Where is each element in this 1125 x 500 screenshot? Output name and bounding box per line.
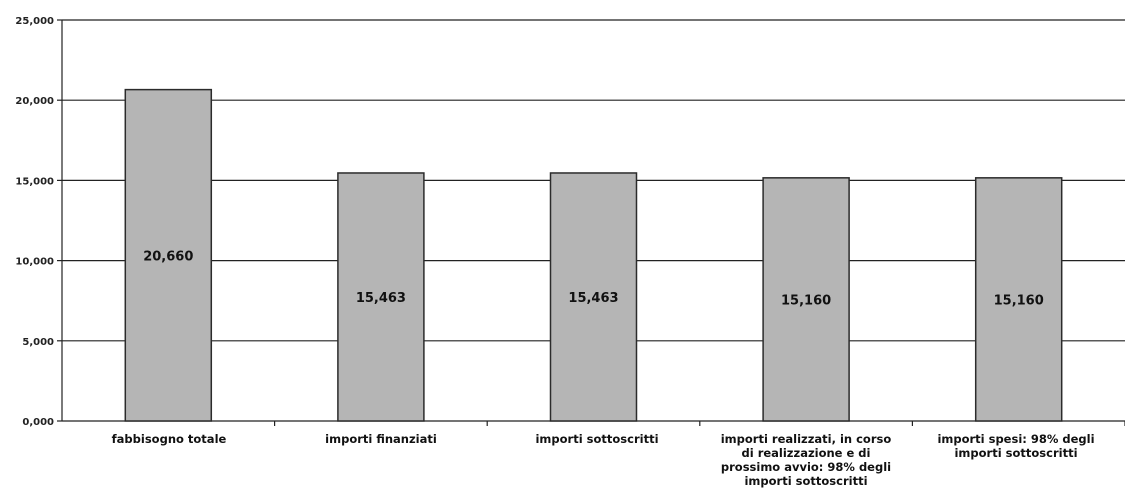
category-label-fabbisogno-totale: fabbisogno totale — [111, 432, 227, 446]
data-label: 20,660 — [143, 249, 193, 264]
data-label: 15,160 — [781, 293, 831, 308]
category-label-importi-realizzati: importi realizzati, in corso di realizza… — [720, 432, 892, 488]
bar — [124, 88, 213, 422]
bar — [549, 172, 638, 422]
y-tick-label: 25,000 — [15, 16, 54, 27]
category-label-importi-sottoscritti: importi sottoscritti — [535, 432, 659, 446]
category-label-importi-finanziati: importi finanziati — [325, 432, 437, 446]
y-tick-label: 0,000 — [22, 417, 54, 428]
y-tick-label: 10,000 — [15, 257, 54, 268]
category-label-importi-spesi: importi spesi: 98% degli importi sottosc… — [937, 432, 1095, 460]
y-tick-label: 5,000 — [22, 337, 54, 348]
data-label: 15,463 — [568, 291, 618, 306]
bar — [337, 172, 425, 422]
y-tick-label: 20,000 — [15, 96, 54, 107]
y-tick-label: 15,000 — [15, 176, 54, 187]
bar — [974, 177, 1063, 422]
data-label: 15,463 — [356, 291, 406, 306]
bar — [762, 177, 850, 422]
data-label: 15,160 — [994, 293, 1044, 308]
